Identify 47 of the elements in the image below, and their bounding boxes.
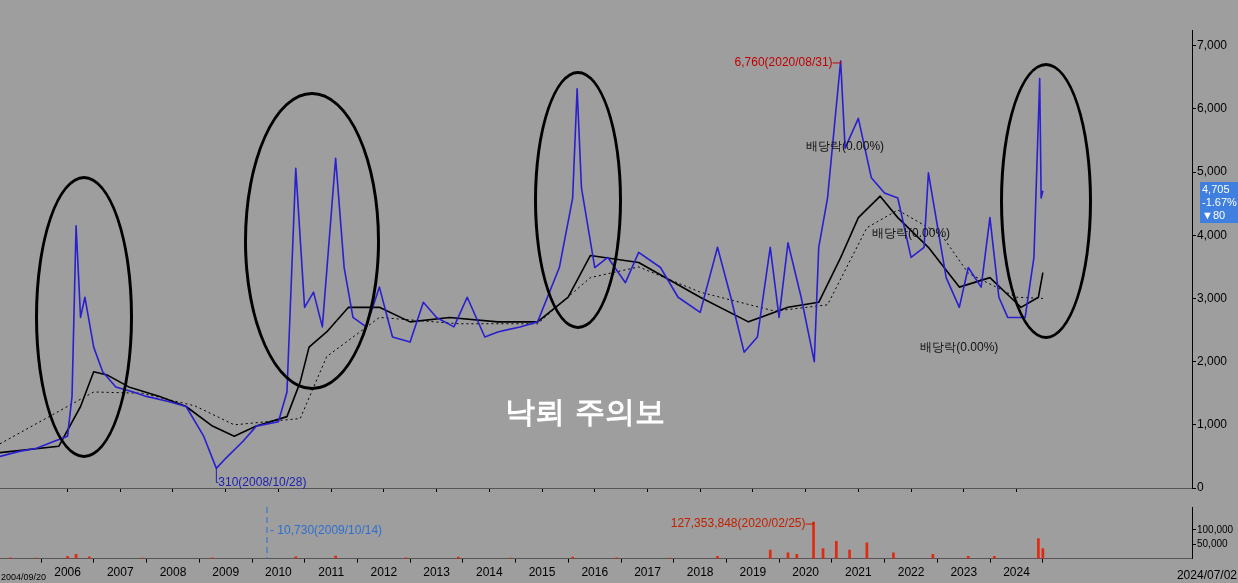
y-tick-label: 6,000 <box>1197 101 1228 116</box>
bar <box>768 549 772 559</box>
x-tick-label: 2020 <box>792 565 820 580</box>
ref-line-label: - 10,730(2009/10/14) <box>270 523 383 538</box>
x-tick-label: 2006 <box>54 565 82 580</box>
y-tick-label: 0 <box>1197 480 1204 495</box>
y-tick-label: 3,000 <box>1197 290 1228 305</box>
x-tick-label: 2012 <box>370 565 398 580</box>
x-tick-label: 2011 <box>318 565 345 580</box>
annotation: 낙뢰 주의보 <box>505 393 666 431</box>
bar <box>892 552 895 559</box>
annotation: 배당락(0.00%) <box>920 339 999 354</box>
bar <box>812 521 815 559</box>
x-tick-label: 2008 <box>159 565 187 580</box>
annotation: 127,353,848(2020/02/25) <box>670 516 806 531</box>
bar <box>795 553 799 559</box>
y-tick-label: 1,000 <box>1197 417 1228 432</box>
text: 4,705 <box>1202 183 1231 196</box>
annotation: 6,760(2020/08/31) <box>734 55 833 70</box>
y-tick-label: 2,000 <box>1197 353 1228 368</box>
x-tick-label: 2018 <box>686 565 714 580</box>
x-tick-label: 2023 <box>950 565 978 580</box>
text: ▼80 <box>1202 209 1227 222</box>
y-tick-label: 7,000 <box>1197 38 1228 53</box>
bar <box>1037 538 1040 559</box>
bar <box>834 541 838 559</box>
x-tick-label: 2014 <box>475 565 503 580</box>
x-tick-label: 2022 <box>897 565 925 580</box>
y-tick-label: 50,000 <box>1197 538 1229 550</box>
x-tick-label: 2017 <box>634 565 662 580</box>
x-tick-label: 2021 <box>845 565 873 580</box>
y-tick-label: 5,000 <box>1197 164 1228 179</box>
x-tick-label: 2007 <box>106 565 134 580</box>
text: 2024/07/02 <box>1176 568 1238 583</box>
bar <box>848 549 851 559</box>
annotation: 310(2008/10/28) <box>218 474 307 489</box>
x-tick-label: 2019 <box>739 565 767 580</box>
x-tick-label: 2024 <box>1003 565 1031 580</box>
x-tick-label: 2015 <box>528 565 556 580</box>
x-tick-label: 2010 <box>265 565 293 580</box>
x-tick-label: 2009 <box>212 565 240 580</box>
text: 2004/09/20 <box>1 571 47 582</box>
text: -1.67% <box>1202 196 1238 209</box>
x-tick-label: 2016 <box>581 565 609 580</box>
y-tick-label: 4,000 <box>1197 227 1228 242</box>
x-tick-label: 2013 <box>423 565 451 580</box>
y-tick-label: 100,000 <box>1197 523 1234 535</box>
